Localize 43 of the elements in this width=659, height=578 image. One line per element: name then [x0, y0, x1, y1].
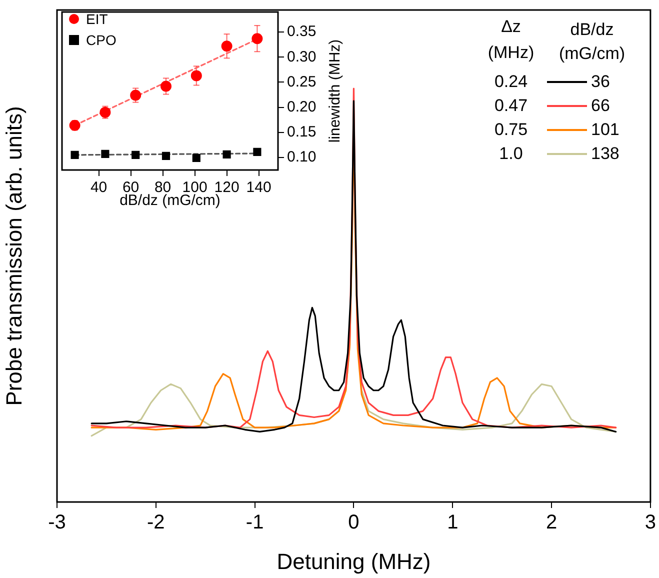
point	[222, 150, 231, 158]
legend-label: 36	[591, 72, 610, 92]
x-axis-title: Detuning (MHz)	[276, 548, 431, 574]
y-tick-label: 0.25	[287, 73, 316, 90]
x-tick-label: 3	[644, 512, 656, 534]
point	[252, 33, 263, 44]
point	[253, 148, 262, 156]
annotation: 0.47	[494, 95, 528, 117]
y-axis-title: linewidth (MHz)	[326, 39, 344, 143]
annotation: 1.0	[499, 143, 523, 165]
x-tick-label: -1	[246, 512, 264, 534]
legend-title: dB/dz (mG/cm)	[558, 19, 626, 65]
legend-label: CPO	[86, 32, 116, 48]
text: Δz (MHz)	[486, 16, 536, 64]
y-tick-label: 0.20	[287, 98, 316, 116]
point	[221, 40, 232, 52]
annotation: 0.24	[494, 71, 528, 93]
x-tick-label: -2	[147, 512, 165, 534]
y-tick-label: 0.10	[287, 148, 316, 166]
x-tick-label: 1	[447, 512, 458, 534]
y-tick-label: 0.30	[287, 48, 316, 66]
point	[162, 152, 170, 160]
x-tick-label: 0	[348, 512, 360, 534]
point	[100, 106, 111, 118]
x-tick-label: -3	[48, 512, 66, 534]
x-tick-label: 2	[546, 512, 558, 534]
legend-label: 138	[591, 144, 620, 164]
legend-label: 101	[591, 120, 620, 140]
y-tick-label: 0.15	[287, 124, 316, 141]
y-tick-label: 0.35	[287, 23, 316, 40]
point	[70, 150, 79, 159]
legend-label: EIT	[86, 10, 108, 26]
point	[160, 80, 172, 92]
x-axis-title: dB/dz (mG/cm)	[120, 192, 220, 210]
point	[132, 150, 140, 159]
point	[190, 70, 202, 82]
x-tick-label: 40	[90, 179, 108, 196]
point	[101, 150, 110, 158]
annotation: 0.75	[494, 119, 528, 141]
x-tick-label: 140	[246, 179, 272, 196]
y-axis-title: Probe transmission (arb. units)	[1, 106, 26, 406]
point	[192, 154, 200, 162]
legend-label: 66	[591, 96, 610, 116]
